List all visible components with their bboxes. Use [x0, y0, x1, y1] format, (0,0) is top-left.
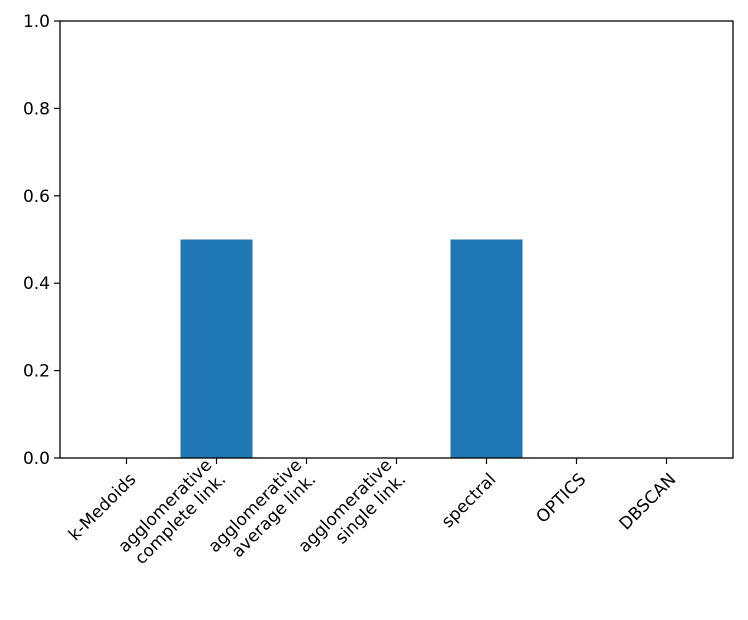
- y-axis: 0.0 0.2 0.4 0.6 0.8 1.0: [23, 12, 60, 469]
- y-tick-label: 0.4: [23, 274, 50, 294]
- x-tick-label: agglomerativecomplete link.: [115, 455, 231, 571]
- bar-4: [450, 239, 523, 458]
- y-tick-label: 0.6: [23, 187, 50, 207]
- bar-1: [180, 239, 253, 458]
- plot-frame: [59, 20, 734, 459]
- x-tick-label: OPTICS: [533, 470, 591, 528]
- y-tick-label: 0.8: [23, 99, 50, 119]
- bars-layer: [180, 239, 523, 458]
- y-tick-label: 1.0: [23, 12, 50, 32]
- x-tick-label: agglomerativesingle link.: [295, 455, 411, 571]
- y-tick-label: 0.0: [23, 449, 50, 469]
- x-tick-label: DBSCAN: [616, 470, 681, 535]
- x-tick-label: agglomerativeaverage link.: [205, 455, 321, 571]
- y-tick-label: 0.2: [23, 362, 50, 382]
- x-tick-label: spectral: [438, 470, 500, 532]
